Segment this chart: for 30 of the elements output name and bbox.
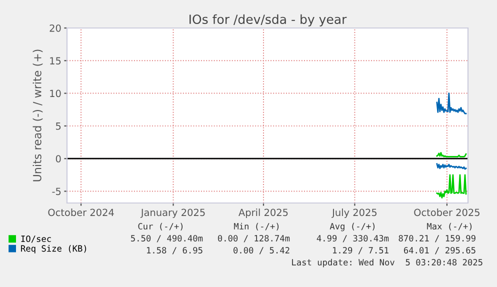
text: 870.21 / 159.99 bbox=[398, 235, 476, 242]
text: Cur (-/+) bbox=[138, 222, 183, 231]
y-tick-label: 0 bbox=[56, 155, 61, 162]
legend-label: Req Size (KB) bbox=[21, 245, 86, 254]
y-tick-label: 10 bbox=[50, 90, 61, 98]
x-tick-label: April 2025 bbox=[238, 208, 288, 218]
legend-label: IO/sec bbox=[21, 236, 51, 243]
text: 0.00 / 5.42 bbox=[234, 247, 290, 254]
text: Avg (-/+) bbox=[330, 222, 375, 232]
text: 0.00 / 128.74m bbox=[218, 235, 290, 242]
x-tick-label: January 2025 bbox=[140, 208, 205, 218]
text: 1.29 / 7.51 bbox=[333, 247, 388, 254]
chart-title: IOs for /dev/sda - by year bbox=[190, 14, 347, 26]
text: Last update: Wed Nov 5 03:20:48 2025 bbox=[292, 258, 482, 268]
x-tick-label: October 2024 bbox=[48, 208, 114, 216]
y-tick-label: 20 bbox=[50, 24, 61, 32]
y-tick-label: 5 bbox=[56, 122, 61, 130]
text: 1.58 / 6.95 bbox=[147, 247, 202, 254]
x-tick-label: July 2025 bbox=[332, 208, 377, 218]
line-series bbox=[436, 92, 467, 114]
x-tick-label: October 2025 bbox=[414, 208, 480, 216]
text: Max (-/+) bbox=[427, 222, 472, 231]
text: 64.01 / 295.65 bbox=[404, 247, 476, 254]
y-tick-label: 15 bbox=[50, 57, 61, 64]
text: 5.50 / 490.40m bbox=[131, 235, 203, 242]
y-tick-label: -5 bbox=[52, 188, 61, 196]
y-axis-title: Units read (-) / write (+) bbox=[32, 50, 43, 182]
text: Min (-/+) bbox=[234, 222, 279, 231]
line-series bbox=[436, 174, 467, 198]
text: 4.99 / 330.43m bbox=[316, 235, 389, 242]
